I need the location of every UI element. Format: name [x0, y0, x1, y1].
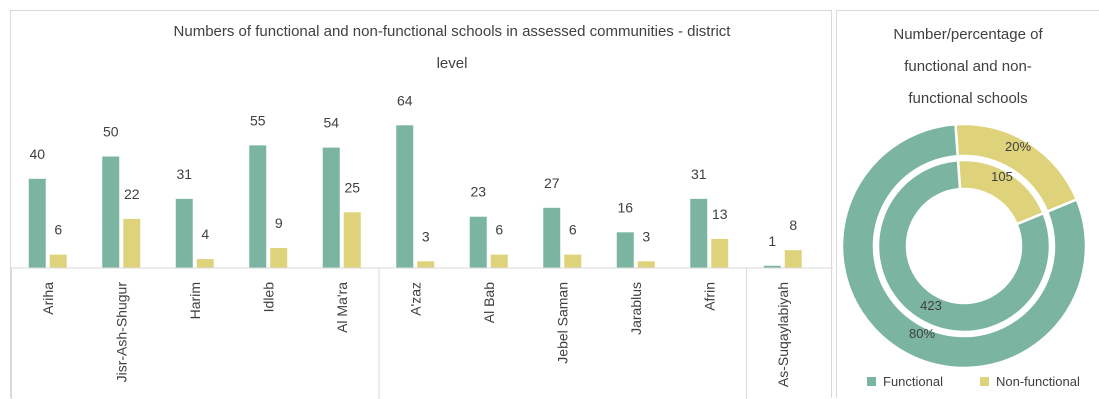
functional-value-label: 50 — [103, 124, 119, 140]
functional-bar — [28, 178, 46, 268]
category-tick-label: Ariha — [40, 282, 56, 315]
donut-chart-title-line: functional schools — [908, 90, 1027, 107]
functional-value-label: 55 — [250, 112, 266, 128]
legend-label-non-functional: Non-functional — [996, 374, 1080, 389]
non-functional-value-label: 6 — [54, 222, 62, 238]
bar-chart: Numbers of functional and non-functional… — [11, 23, 833, 399]
functional-bar — [102, 156, 120, 268]
non-functional-value-label: 8 — [789, 217, 797, 233]
donut-chart: Number/percentage of functional and non-f… — [840, 26, 1088, 389]
category-tick-label: Jisr-Ash-Shugur — [113, 282, 129, 383]
category-tick-label: Harim — [187, 282, 203, 319]
functional-bar — [763, 265, 781, 268]
category-tick-label: Jebel Saman — [554, 282, 570, 364]
non-functional-bar — [196, 259, 214, 268]
non-functional-bar — [343, 212, 361, 268]
outer-ring-functional-slice — [840, 122, 1088, 370]
donut-chart-panel: Number/percentage of functional and non-f… — [836, 10, 1099, 398]
bar-chart-panel: Numbers of functional and non-functional… — [10, 10, 833, 399]
legend-label-functional: Functional — [883, 374, 943, 389]
functional-bar — [175, 198, 193, 268]
category-tick-label: Idleb — [260, 282, 276, 313]
non-functional-value-label: 4 — [201, 226, 209, 242]
non-functional-value-label: 25 — [344, 179, 360, 195]
non-functional-bar — [564, 254, 582, 268]
non-functional-value-label: 13 — [712, 206, 728, 222]
category-tick-label: A'zaz — [407, 282, 423, 316]
functional-value-label: 1 — [768, 233, 776, 249]
functional-value-label: 64 — [397, 92, 413, 108]
non-functional-bar — [417, 261, 435, 268]
functional-bar — [543, 207, 561, 268]
non-functional-count-label: 105 — [991, 169, 1013, 184]
non-functional-value-label: 6 — [495, 222, 503, 238]
non-functional-bar — [123, 218, 141, 268]
functional-bar — [396, 125, 414, 268]
functional-bar — [249, 145, 267, 268]
non-functional-value-label: 9 — [275, 215, 283, 231]
functional-bar — [469, 216, 487, 268]
non-functional-percent-label: 20% — [1005, 139, 1031, 154]
functional-percent-label: 80% — [909, 326, 935, 341]
non-functional-value-label: 6 — [569, 222, 577, 238]
functional-value-label: 16 — [617, 199, 633, 215]
functional-value-label: 27 — [544, 175, 560, 191]
category-tick-label: Afrin — [701, 282, 717, 311]
category-tick-label: Jarablus — [628, 282, 644, 335]
non-functional-value-label: 3 — [642, 228, 650, 244]
inner-ring-functional-slice — [876, 158, 1052, 334]
donut-chart-title-line: Number/percentage of — [893, 26, 1043, 43]
legend-swatch-functional — [867, 377, 876, 386]
non-functional-bar — [49, 254, 67, 268]
non-functional-bar — [711, 239, 729, 268]
legend-swatch-non-functional — [980, 377, 989, 386]
functional-bar — [690, 198, 708, 268]
bar-chart-title-line: Numbers of functional and non-functional… — [174, 23, 732, 40]
non-functional-bar — [270, 247, 288, 268]
functional-value-label: 31 — [176, 166, 192, 182]
category-tick-label: As-Suqaylabiyah — [775, 282, 791, 387]
non-functional-bar — [637, 261, 655, 268]
non-functional-bar — [784, 250, 802, 268]
category-tick-label: Al Ma'ra — [334, 282, 350, 333]
non-functional-bar — [490, 254, 508, 268]
functional-value-label: 23 — [470, 184, 486, 200]
non-functional-value-label: 3 — [422, 228, 430, 244]
functional-value-label: 31 — [691, 166, 707, 182]
category-tick-label: Al Bab — [481, 282, 497, 323]
non-functional-value-label: 22 — [124, 186, 140, 202]
bar-chart-title-line: level — [437, 55, 468, 72]
donut-chart-title-line: functional and non- — [904, 58, 1032, 75]
functional-bar — [616, 232, 634, 268]
functional-count-label: 423 — [920, 298, 942, 313]
functional-bar — [322, 147, 340, 268]
functional-value-label: 54 — [323, 115, 339, 131]
functional-value-label: 40 — [29, 146, 45, 162]
